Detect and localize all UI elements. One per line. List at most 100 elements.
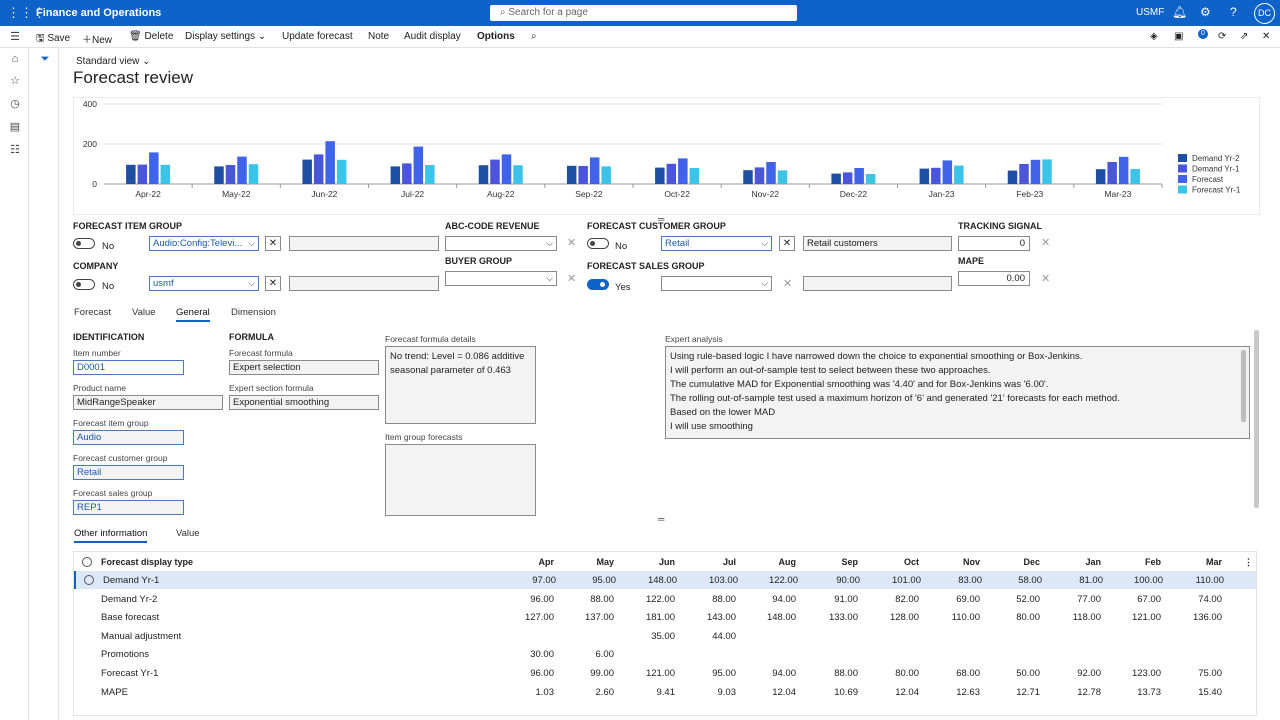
new-button[interactable]: ＋New [82,31,112,46]
tracking-signal-input[interactable]: 0 [958,236,1030,251]
cell-sep[interactable]: 133.00 [828,612,858,624]
app-launcher-icon[interactable]: ⋮⋮⋮ [7,5,46,20]
cell-apr[interactable]: 96.00 [530,593,554,605]
cell-jan[interactable]: 77.00 [1077,593,1101,605]
tab-other-information[interactable]: Other information [74,528,148,543]
tab-value-lower[interactable]: Value [176,528,200,539]
cell-aug[interactable]: 94.00 [772,593,796,605]
month-header-aug[interactable]: Aug [778,557,797,567]
month-header-apr[interactable]: Apr [538,557,555,567]
diamond-icon[interactable]: ◈ [1150,31,1158,42]
cell-apr[interactable]: 97.00 [532,575,556,586]
forecast-customer-group-dropdown[interactable]: Retail ⌵ [661,236,772,251]
note-button[interactable]: Note [368,31,390,42]
tab-value[interactable]: Value [132,307,156,318]
month-header-jan[interactable]: Jan [1085,557,1101,567]
company-dropdown[interactable]: usmf ⌵ [149,276,259,291]
buyer-group-dropdown[interactable]: ⌵ [445,271,557,286]
cell-jun[interactable]: 9.41 [656,686,676,698]
options-tab[interactable]: Options [477,31,515,42]
cell-mar[interactable]: 136.00 [1192,612,1222,624]
cell-dec[interactable]: 50.00 [1016,668,1040,679]
cell-dec[interactable]: 52.00 [1016,593,1040,605]
cell-jun[interactable]: 121.00 [645,668,675,679]
column-options-icon[interactable]: ⋮ [1244,557,1253,567]
month-header-mar[interactable]: Mar [1205,557,1222,567]
cell-aug[interactable]: 148.00 [766,612,796,624]
cell-may[interactable]: 137.00 [584,612,614,624]
cell-oct[interactable]: 12.04 [895,686,919,698]
chart-splitter[interactable]: ═ [658,214,665,224]
month-header-jul[interactable]: Jul [722,557,736,567]
page-scrollbar[interactable] [1254,330,1259,508]
update-forecast-button[interactable]: Update forecast [282,31,353,42]
cell-jul[interactable]: 9.03 [717,686,737,698]
cell-may[interactable]: 2.60 [595,686,615,698]
gear-icon[interactable]: ⚙ [1200,5,1211,19]
cell-apr[interactable]: 127.00 [524,612,554,624]
tab-forecast[interactable]: Forecast [74,307,111,318]
tab-general[interactable]: General [176,307,210,322]
action-search-icon[interactable]: ⌕ [531,31,537,42]
cell-mar[interactable]: 74.00 [1198,593,1222,605]
cell-jan[interactable]: 81.00 [1079,575,1103,586]
detail-splitter[interactable]: ═ [658,514,665,524]
cell-jun[interactable]: 181.00 [645,612,675,624]
forecast-sales-group-toggle[interactable] [587,279,609,290]
month-header-sep[interactable]: Sep [841,557,858,567]
cell-sep[interactable]: 91.00 [834,593,858,605]
forecast-customer-group-field[interactable]: Retail [73,465,184,480]
cell-may[interactable]: 99.00 [590,668,614,679]
month-header-oct[interactable]: Oct [903,557,919,567]
row-select-radio[interactable] [84,575,94,585]
cell-oct[interactable]: 80.00 [895,668,919,679]
cell-aug[interactable]: 12.04 [772,686,796,698]
cell-jun[interactable]: 122.00 [645,593,675,605]
month-header-nov[interactable]: Nov [962,557,980,567]
table-row[interactable]: Demand Yr-2 96.00 88.00 122.00 88.00 94.00 91.… [74,590,1256,608]
cell-sep[interactable]: 88.00 [834,668,858,679]
clear-item-group-button[interactable]: ✕ [265,236,281,251]
close-icon[interactable]: ✕ [1262,31,1271,42]
table-row[interactable]: Base forecast 127.00 137.00 181.00 143.00 148… [74,608,1256,626]
office-icon[interactable]: ▣ [1174,31,1184,42]
filter-icon[interactable]: ⏷ [40,53,50,65]
cell-jun[interactable]: 35.00 [651,630,675,642]
clear-customer-group-button[interactable]: ✕ [779,236,795,251]
cell-feb[interactable]: 100.00 [1133,575,1163,586]
avatar[interactable]: DC [1254,3,1275,24]
cell-sep[interactable]: 90.00 [836,575,860,586]
clear-buyer-group-icon[interactable]: ✕ [567,273,577,285]
display-settings-button[interactable]: Display settings ⌄ [185,31,266,42]
hamburger-icon[interactable]: ☰ [10,31,20,43]
cell-jan[interactable]: 92.00 [1077,668,1101,679]
cell-oct[interactable]: 128.00 [889,612,919,624]
table-row[interactable]: Demand Yr-1 97.00 95.00 148.00 103.00 122.00 9… [74,571,1256,589]
star-icon[interactable]: ☆ [10,75,20,87]
item-number-field[interactable]: D0001 [73,360,184,375]
cell-feb[interactable]: 121.00 [1131,612,1161,624]
cell-apr[interactable]: 1.03 [535,686,555,698]
cell-jun[interactable]: 148.00 [647,575,677,586]
table-row[interactable]: MAPE 1.03 2.60 9.41 9.03 12.04 10.69 12.04 12.63… [74,683,1256,701]
cell-mar[interactable]: 110.00 [1195,575,1224,586]
cell-jan[interactable]: 118.00 [1072,612,1101,624]
clear-abc-code-icon[interactable]: ✕ [567,237,577,249]
clear-sales-group-icon[interactable]: ✕ [783,278,793,290]
search-input[interactable]: ⌕ Search for a page [490,5,797,21]
clear-mape-icon[interactable]: ✕ [1041,273,1051,285]
forecast-item-group-dropdown[interactable]: Audio:Config:Televi... ⌵ [149,236,259,251]
forecast-sales-group-dropdown[interactable]: ⌵ [661,276,772,291]
mape-input[interactable]: 0.00 [958,271,1030,286]
cell-may[interactable]: 6.00 [595,649,615,661]
cell-jul[interactable]: 44.00 [712,630,736,642]
cell-apr[interactable]: 96.00 [530,668,554,679]
home-icon[interactable]: ⌂ [11,53,19,65]
workspaces-icon[interactable]: ▤ [9,121,21,133]
cell-oct[interactable]: 101.00 [891,575,921,586]
select-all-radio[interactable] [82,557,92,567]
cell-dec[interactable]: 12.71 [1016,686,1040,698]
popout-icon[interactable]: ⇗ [1240,31,1249,42]
cell-feb[interactable]: 67.00 [1137,593,1161,605]
cell-jul[interactable]: 143.00 [706,612,736,624]
